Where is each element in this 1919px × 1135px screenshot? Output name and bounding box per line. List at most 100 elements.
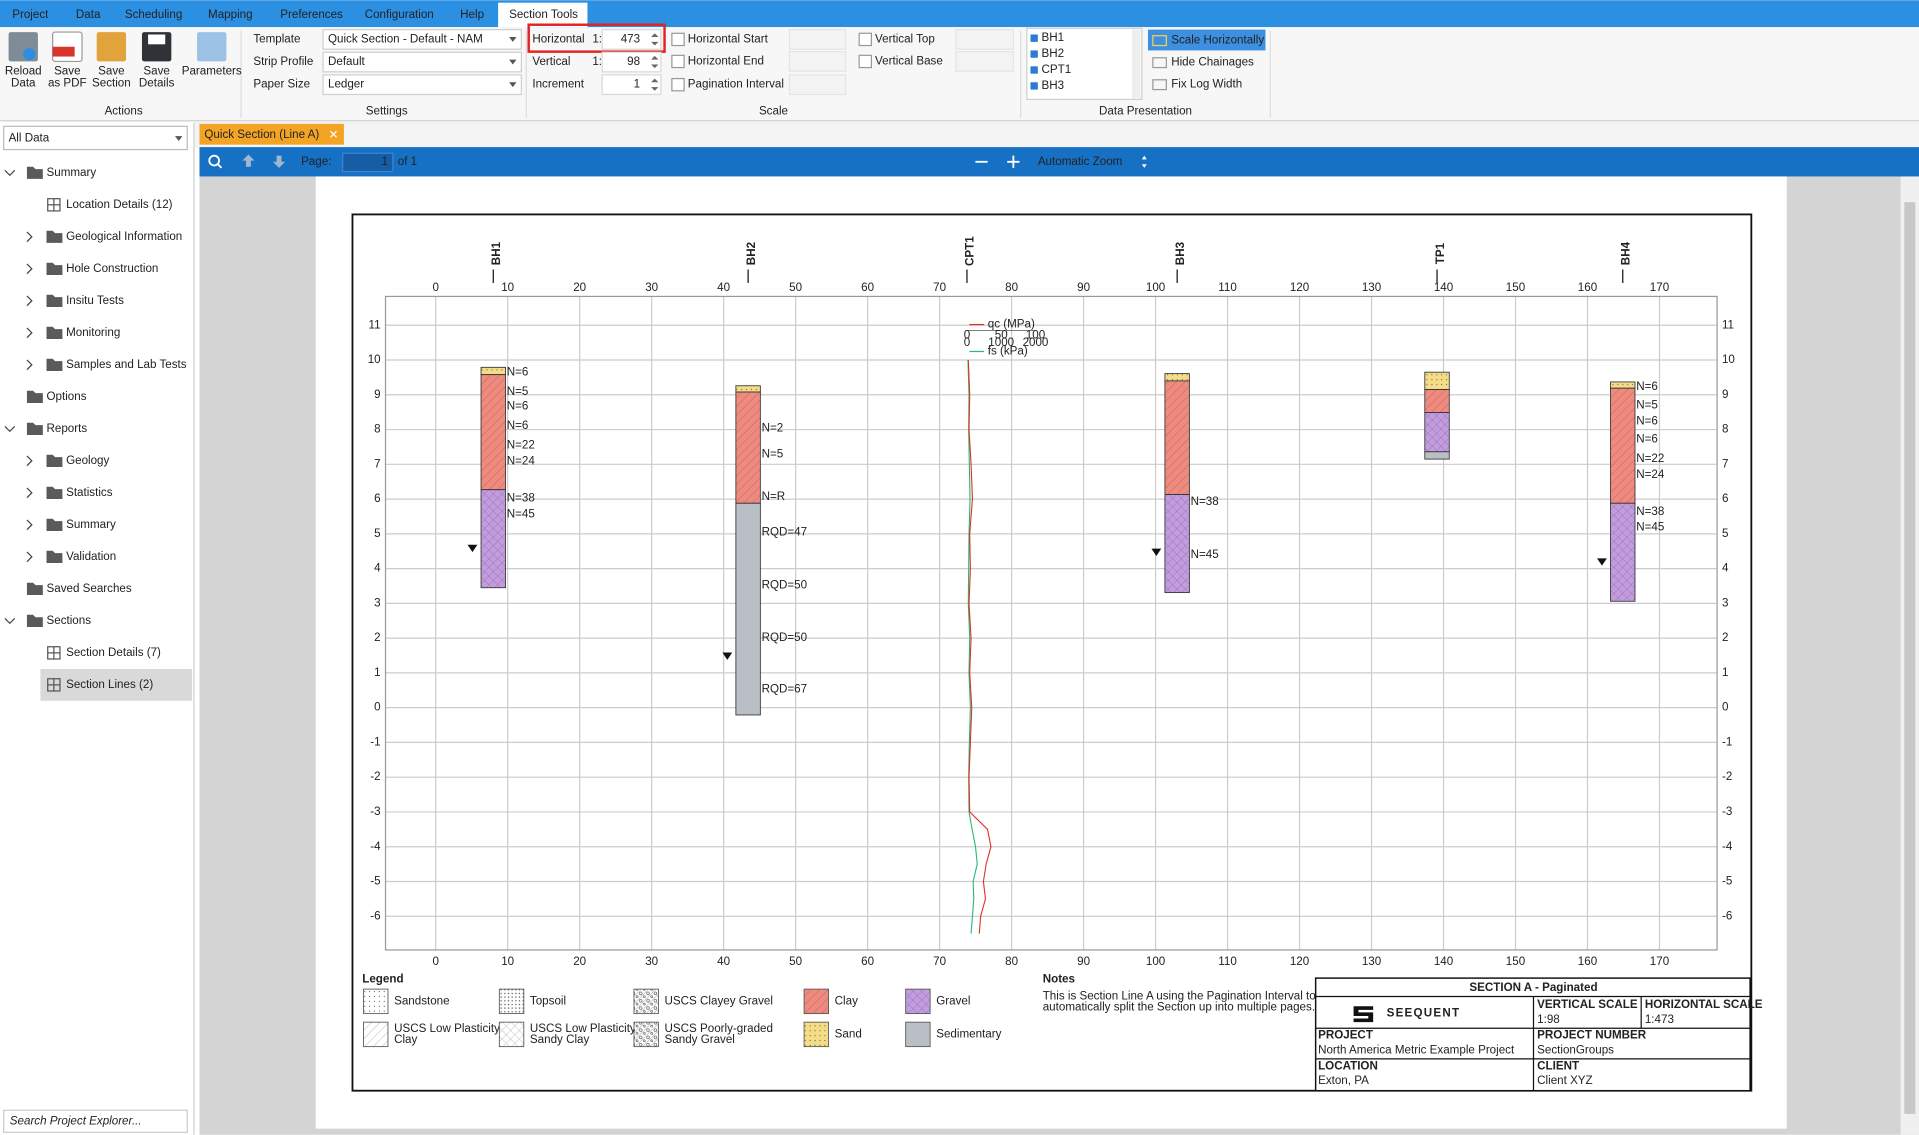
chevron[interactable] <box>26 327 33 339</box>
button-icon[interactable] <box>52 31 83 63</box>
menu-item[interactable]: Mapping <box>208 8 253 21</box>
folder-icon <box>26 390 43 403</box>
tree-item[interactable]: Validation <box>66 550 116 563</box>
filter-combo[interactable] <box>3 125 188 151</box>
location-item[interactable]: BH3 <box>1041 79 1064 92</box>
spin-box[interactable] <box>601 74 662 96</box>
chevron[interactable] <box>26 487 33 499</box>
page-input[interactable] <box>342 152 394 173</box>
button-label[interactable]: Save <box>143 64 169 77</box>
folder-icon <box>26 422 43 435</box>
chevron[interactable] <box>4 425 16 433</box>
legend-texture <box>363 989 388 1014</box>
y-tick-label: 10 <box>1722 353 1735 366</box>
tree-item[interactable]: Geology <box>66 454 109 467</box>
test-label: N=38 <box>507 491 535 504</box>
button-icon[interactable] <box>197 32 227 62</box>
chevron[interactable] <box>26 455 33 467</box>
toggle-active[interactable] <box>1147 29 1266 51</box>
folder-icon <box>46 294 63 307</box>
menu-item[interactable]: Section Tools <box>509 8 578 21</box>
checkbox[interactable] <box>671 77 685 92</box>
chevron[interactable] <box>26 231 33 243</box>
checkbox[interactable] <box>858 54 872 69</box>
button-label[interactable]: as PDF <box>48 77 87 90</box>
menu-item[interactable]: Data <box>76 8 101 21</box>
option-label[interactable]: Scale Horizontally <box>1171 34 1264 47</box>
menu-item[interactable]: Help <box>460 8 484 21</box>
legend-texture <box>905 989 931 1014</box>
y-tick-label: 3 <box>374 596 380 609</box>
checkbox-label[interactable]: Vertical Top <box>875 32 935 45</box>
menu-item[interactable]: Preferences <box>280 8 343 21</box>
y-tick-label: 7 <box>374 457 380 470</box>
checkbox[interactable] <box>858 32 872 47</box>
combo-box[interactable] <box>322 29 522 50</box>
checkbox[interactable] <box>671 32 685 47</box>
tree-item[interactable]: Monitoring <box>66 326 120 339</box>
button-label[interactable]: Details <box>139 77 175 90</box>
spin-box[interactable] <box>601 51 662 73</box>
tree-item[interactable]: Options <box>47 390 87 403</box>
combo-arrow <box>509 82 517 88</box>
chevron[interactable] <box>26 263 33 275</box>
chevron[interactable] <box>4 169 16 177</box>
tree-item[interactable]: Geological Information <box>66 230 182 243</box>
button-label[interactable]: Data <box>11 77 36 90</box>
prev-page[interactable] <box>242 154 255 167</box>
checkbox-label[interactable]: Horizontal End <box>688 54 764 67</box>
test-label: N=6 <box>1636 414 1658 427</box>
tree-item[interactable]: Location Details (12) <box>66 198 173 211</box>
tree-item[interactable]: Summary <box>47 166 97 179</box>
checkbox-label[interactable]: Pagination Interval <box>688 78 784 91</box>
chevron[interactable] <box>26 295 33 307</box>
tree-item[interactable]: Sections <box>47 614 92 627</box>
tree-item[interactable]: Saved Searches <box>47 582 132 595</box>
document-tab[interactable] <box>199 123 344 145</box>
scroll-thumb[interactable] <box>1904 202 1916 1114</box>
tree-item[interactable]: Summary <box>66 518 116 531</box>
tree-item[interactable]: Section Lines (2) <box>66 678 153 691</box>
checkbox-label[interactable]: Horizontal Start <box>688 32 769 45</box>
x-tick-label: 140 <box>1434 955 1453 968</box>
zoom-in[interactable] <box>1007 155 1020 168</box>
chevron[interactable] <box>26 519 33 531</box>
menu-item[interactable]: Project <box>12 8 49 21</box>
option-label[interactable]: Hide Chainages <box>1171 56 1254 69</box>
chevron[interactable] <box>26 359 33 371</box>
tab-close[interactable] <box>330 130 337 138</box>
checkbox-label[interactable]: Vertical Base <box>875 54 943 67</box>
tree-item[interactable]: Statistics <box>66 486 113 499</box>
combo-box[interactable] <box>322 51 522 73</box>
zoom-value[interactable]: Automatic Zoom <box>1038 155 1123 168</box>
combo-box[interactable] <box>322 74 522 96</box>
zoom-select[interactable] <box>1031 153 1152 172</box>
button-label[interactable]: Reload <box>5 64 42 77</box>
next-page[interactable] <box>272 155 286 168</box>
search-box[interactable] <box>3 1109 188 1133</box>
tree-item[interactable]: Insitu Tests <box>66 294 124 307</box>
legend-swatch <box>905 1021 931 1048</box>
search-button[interactable] <box>208 154 220 167</box>
tree-item[interactable]: Reports <box>47 422 88 435</box>
menu-item[interactable]: Configuration <box>365 8 434 21</box>
layer <box>735 391 761 504</box>
option-label[interactable]: Fix Log Width <box>1171 78 1242 91</box>
button-label[interactable]: Section <box>92 77 131 90</box>
tree-item[interactable]: Samples and Lab Tests <box>66 358 187 371</box>
tab-title[interactable]: Quick Section (Line A) <box>204 128 319 141</box>
button-icon[interactable] <box>96 32 127 62</box>
location-item[interactable]: CPT1 <box>1041 63 1071 76</box>
location-item[interactable]: BH1 <box>1041 31 1064 44</box>
checkbox[interactable] <box>671 54 685 69</box>
button-label[interactable]: Save <box>54 64 80 77</box>
spin-box[interactable] <box>601 29 662 50</box>
tree-item[interactable]: Hole Construction <box>66 262 158 275</box>
location-item[interactable]: BH2 <box>1041 47 1064 60</box>
button-label[interactable]: Save <box>98 64 124 77</box>
chevron[interactable] <box>26 551 33 563</box>
button-label[interactable]: Parameters <box>182 64 242 77</box>
tree-item[interactable]: Section Details (7) <box>66 646 161 659</box>
menu-item[interactable]: Scheduling <box>125 8 182 21</box>
chevron[interactable] <box>4 617 16 625</box>
